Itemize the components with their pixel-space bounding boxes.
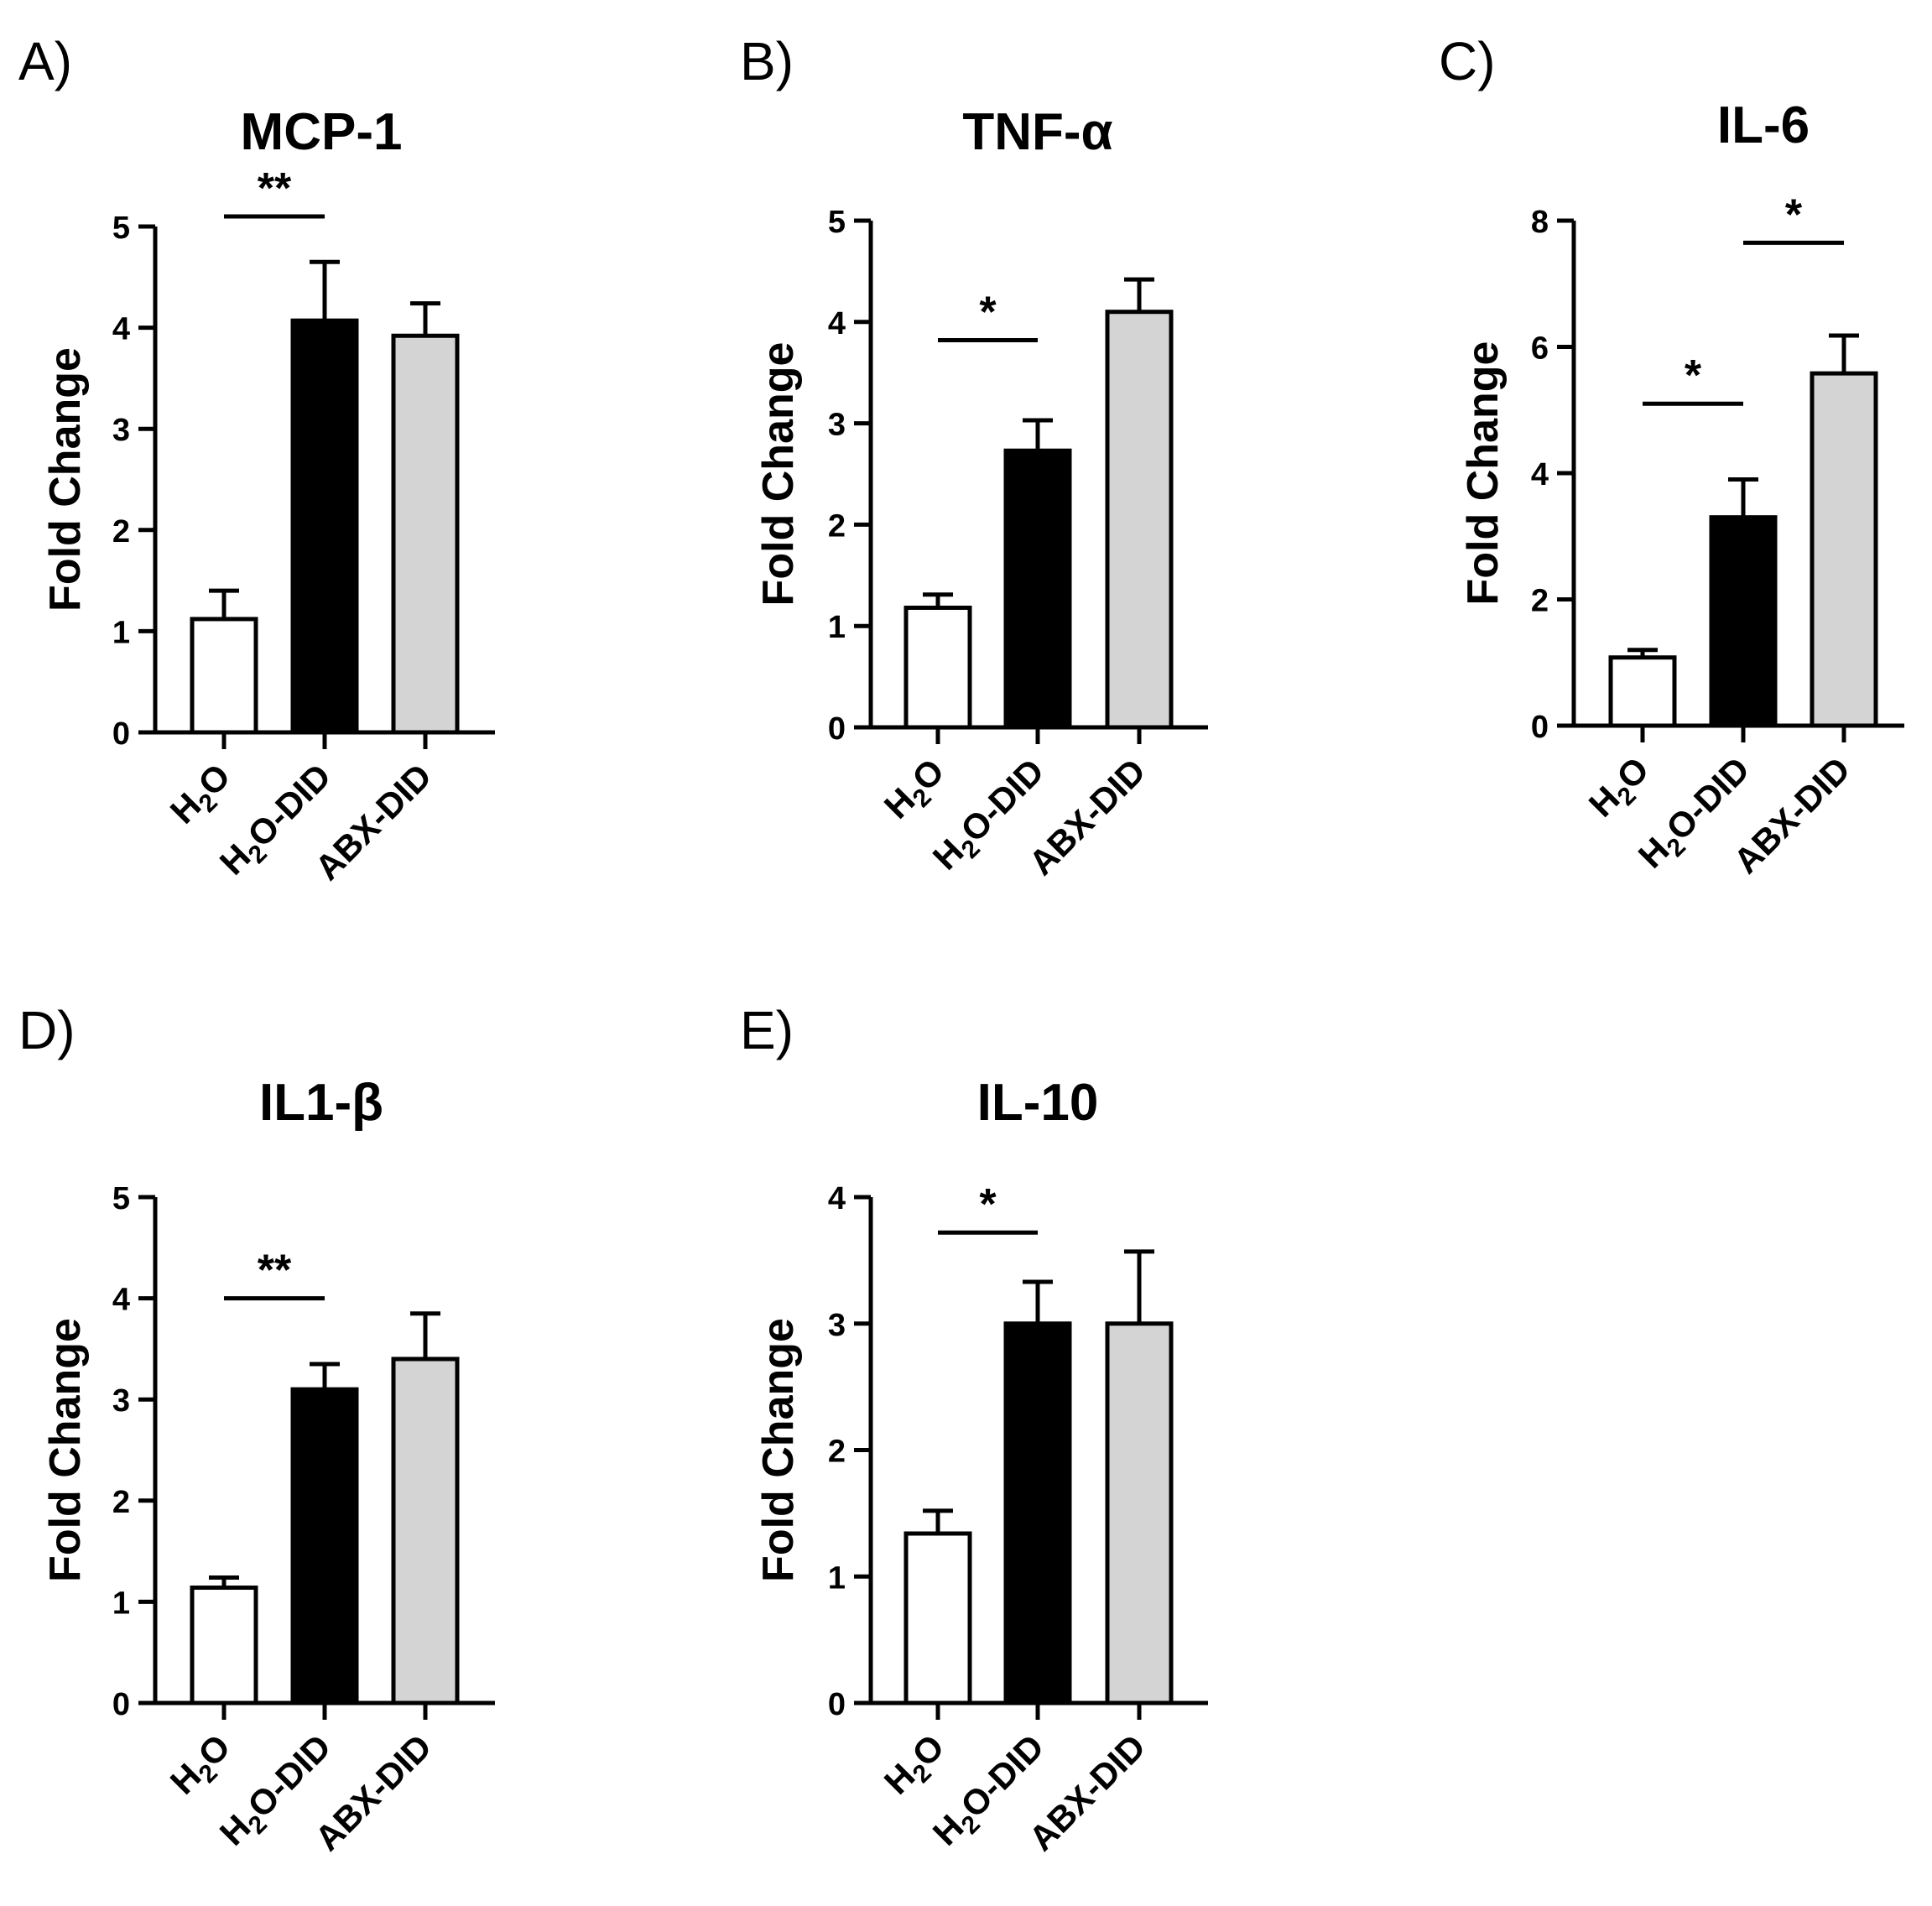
bar — [1709, 515, 1778, 728]
y-tick-label: 2 — [1531, 584, 1549, 619]
bar — [1608, 655, 1677, 728]
bar — [391, 333, 460, 735]
y-tick-label: 0 — [112, 716, 130, 752]
y-tick-label: 5 — [112, 1181, 130, 1216]
bar — [904, 1531, 972, 1706]
panel-letter: C) — [1439, 31, 1496, 91]
y-tick-label: 4 — [1531, 457, 1549, 492]
error-bar — [310, 259, 340, 321]
bar — [1003, 448, 1072, 730]
bar — [290, 1387, 359, 1706]
x-category-label: H2O — [877, 751, 956, 831]
significance-label: * — [1785, 190, 1803, 239]
y-tick-label: 0 — [112, 1687, 130, 1722]
significance-label: * — [979, 1180, 997, 1229]
y-tick-label: 4 — [112, 312, 130, 347]
chart-title: IL-10 — [977, 1074, 1099, 1132]
y-tick-label: 0 — [1531, 710, 1549, 745]
panel-letter: B) — [740, 31, 794, 91]
bar — [904, 605, 972, 730]
y-tick-label: 1 — [112, 615, 130, 650]
bar — [190, 617, 258, 735]
y-tick-label: 3 — [112, 413, 130, 448]
chart-title: IL1-β — [259, 1074, 383, 1132]
y-axis-label: Fold Change — [41, 1318, 90, 1582]
bar — [190, 1586, 258, 1706]
significance-label: ** — [258, 1247, 292, 1295]
category-rest: O-DID — [1659, 749, 1757, 847]
y-tick-label: 2 — [112, 514, 130, 549]
chart-title: IL-6 — [1717, 96, 1810, 154]
error-bar — [1023, 1279, 1053, 1324]
bar — [1105, 1321, 1174, 1706]
panel-letter: E) — [740, 1000, 794, 1060]
y-axis-label: Fold Change — [754, 1318, 803, 1582]
y-tick-label: 4 — [828, 1181, 846, 1216]
error-bar — [1124, 1249, 1154, 1324]
category-rest: O-DID — [953, 1726, 1051, 1825]
significance-label: * — [979, 289, 997, 337]
y-tick-label: 1 — [828, 610, 846, 645]
error-bar — [923, 1508, 953, 1534]
chart-title: TNF-α — [962, 103, 1112, 161]
bar — [391, 1357, 460, 1706]
bar — [290, 318, 359, 735]
error-bar — [1829, 333, 1859, 374]
y-tick-label: 8 — [1531, 205, 1549, 240]
significance-label: * — [1685, 352, 1702, 400]
y-tick-label: 5 — [112, 211, 130, 246]
y-tick-label: 3 — [828, 1308, 846, 1343]
significance-label: ** — [258, 164, 292, 213]
y-tick-label: 2 — [828, 1435, 846, 1470]
error-bar — [410, 1311, 440, 1359]
x-category-label: H2O — [163, 756, 242, 836]
category-rest: O-DID — [240, 1726, 338, 1825]
bar — [1810, 371, 1878, 728]
y-tick-label: 3 — [112, 1383, 130, 1419]
panel-letter: A) — [18, 31, 72, 91]
error-bar — [1023, 418, 1053, 451]
y-tick-label: 0 — [828, 1687, 846, 1722]
error-bar — [410, 301, 440, 336]
y-axis-label: Fold Change — [1459, 341, 1508, 606]
error-bar — [209, 588, 239, 619]
x-category-label: H2O — [877, 1726, 956, 1806]
error-bar — [209, 1575, 239, 1588]
x-category-label: H2O — [1581, 749, 1661, 829]
y-tick-label: 2 — [112, 1485, 130, 1520]
bar — [1003, 1321, 1072, 1706]
y-tick-label: 4 — [112, 1283, 130, 1318]
y-tick-label: 3 — [828, 408, 846, 443]
y-tick-label: 4 — [828, 306, 846, 341]
error-bar — [1728, 477, 1758, 518]
category-rest: O-DID — [953, 751, 1051, 849]
x-category-label: H2O — [163, 1726, 242, 1806]
bar — [1105, 310, 1174, 730]
chart-title: MCP-1 — [241, 103, 403, 161]
y-tick-label: 1 — [828, 1560, 846, 1596]
y-tick-label: 6 — [1531, 331, 1549, 367]
category-rest: O-DID — [240, 756, 338, 854]
y-axis-label: Fold Change — [754, 342, 803, 607]
error-bar — [1627, 648, 1658, 658]
y-axis-label: Fold Change — [41, 347, 90, 612]
y-tick-label: 1 — [112, 1586, 130, 1621]
panel-letter: D) — [18, 1000, 76, 1060]
y-tick-label: 5 — [828, 205, 846, 240]
y-tick-label: 2 — [828, 508, 846, 544]
error-bar — [1124, 277, 1154, 312]
y-tick-label: 0 — [828, 711, 846, 747]
error-bar — [310, 1362, 340, 1390]
error-bar — [923, 592, 953, 608]
